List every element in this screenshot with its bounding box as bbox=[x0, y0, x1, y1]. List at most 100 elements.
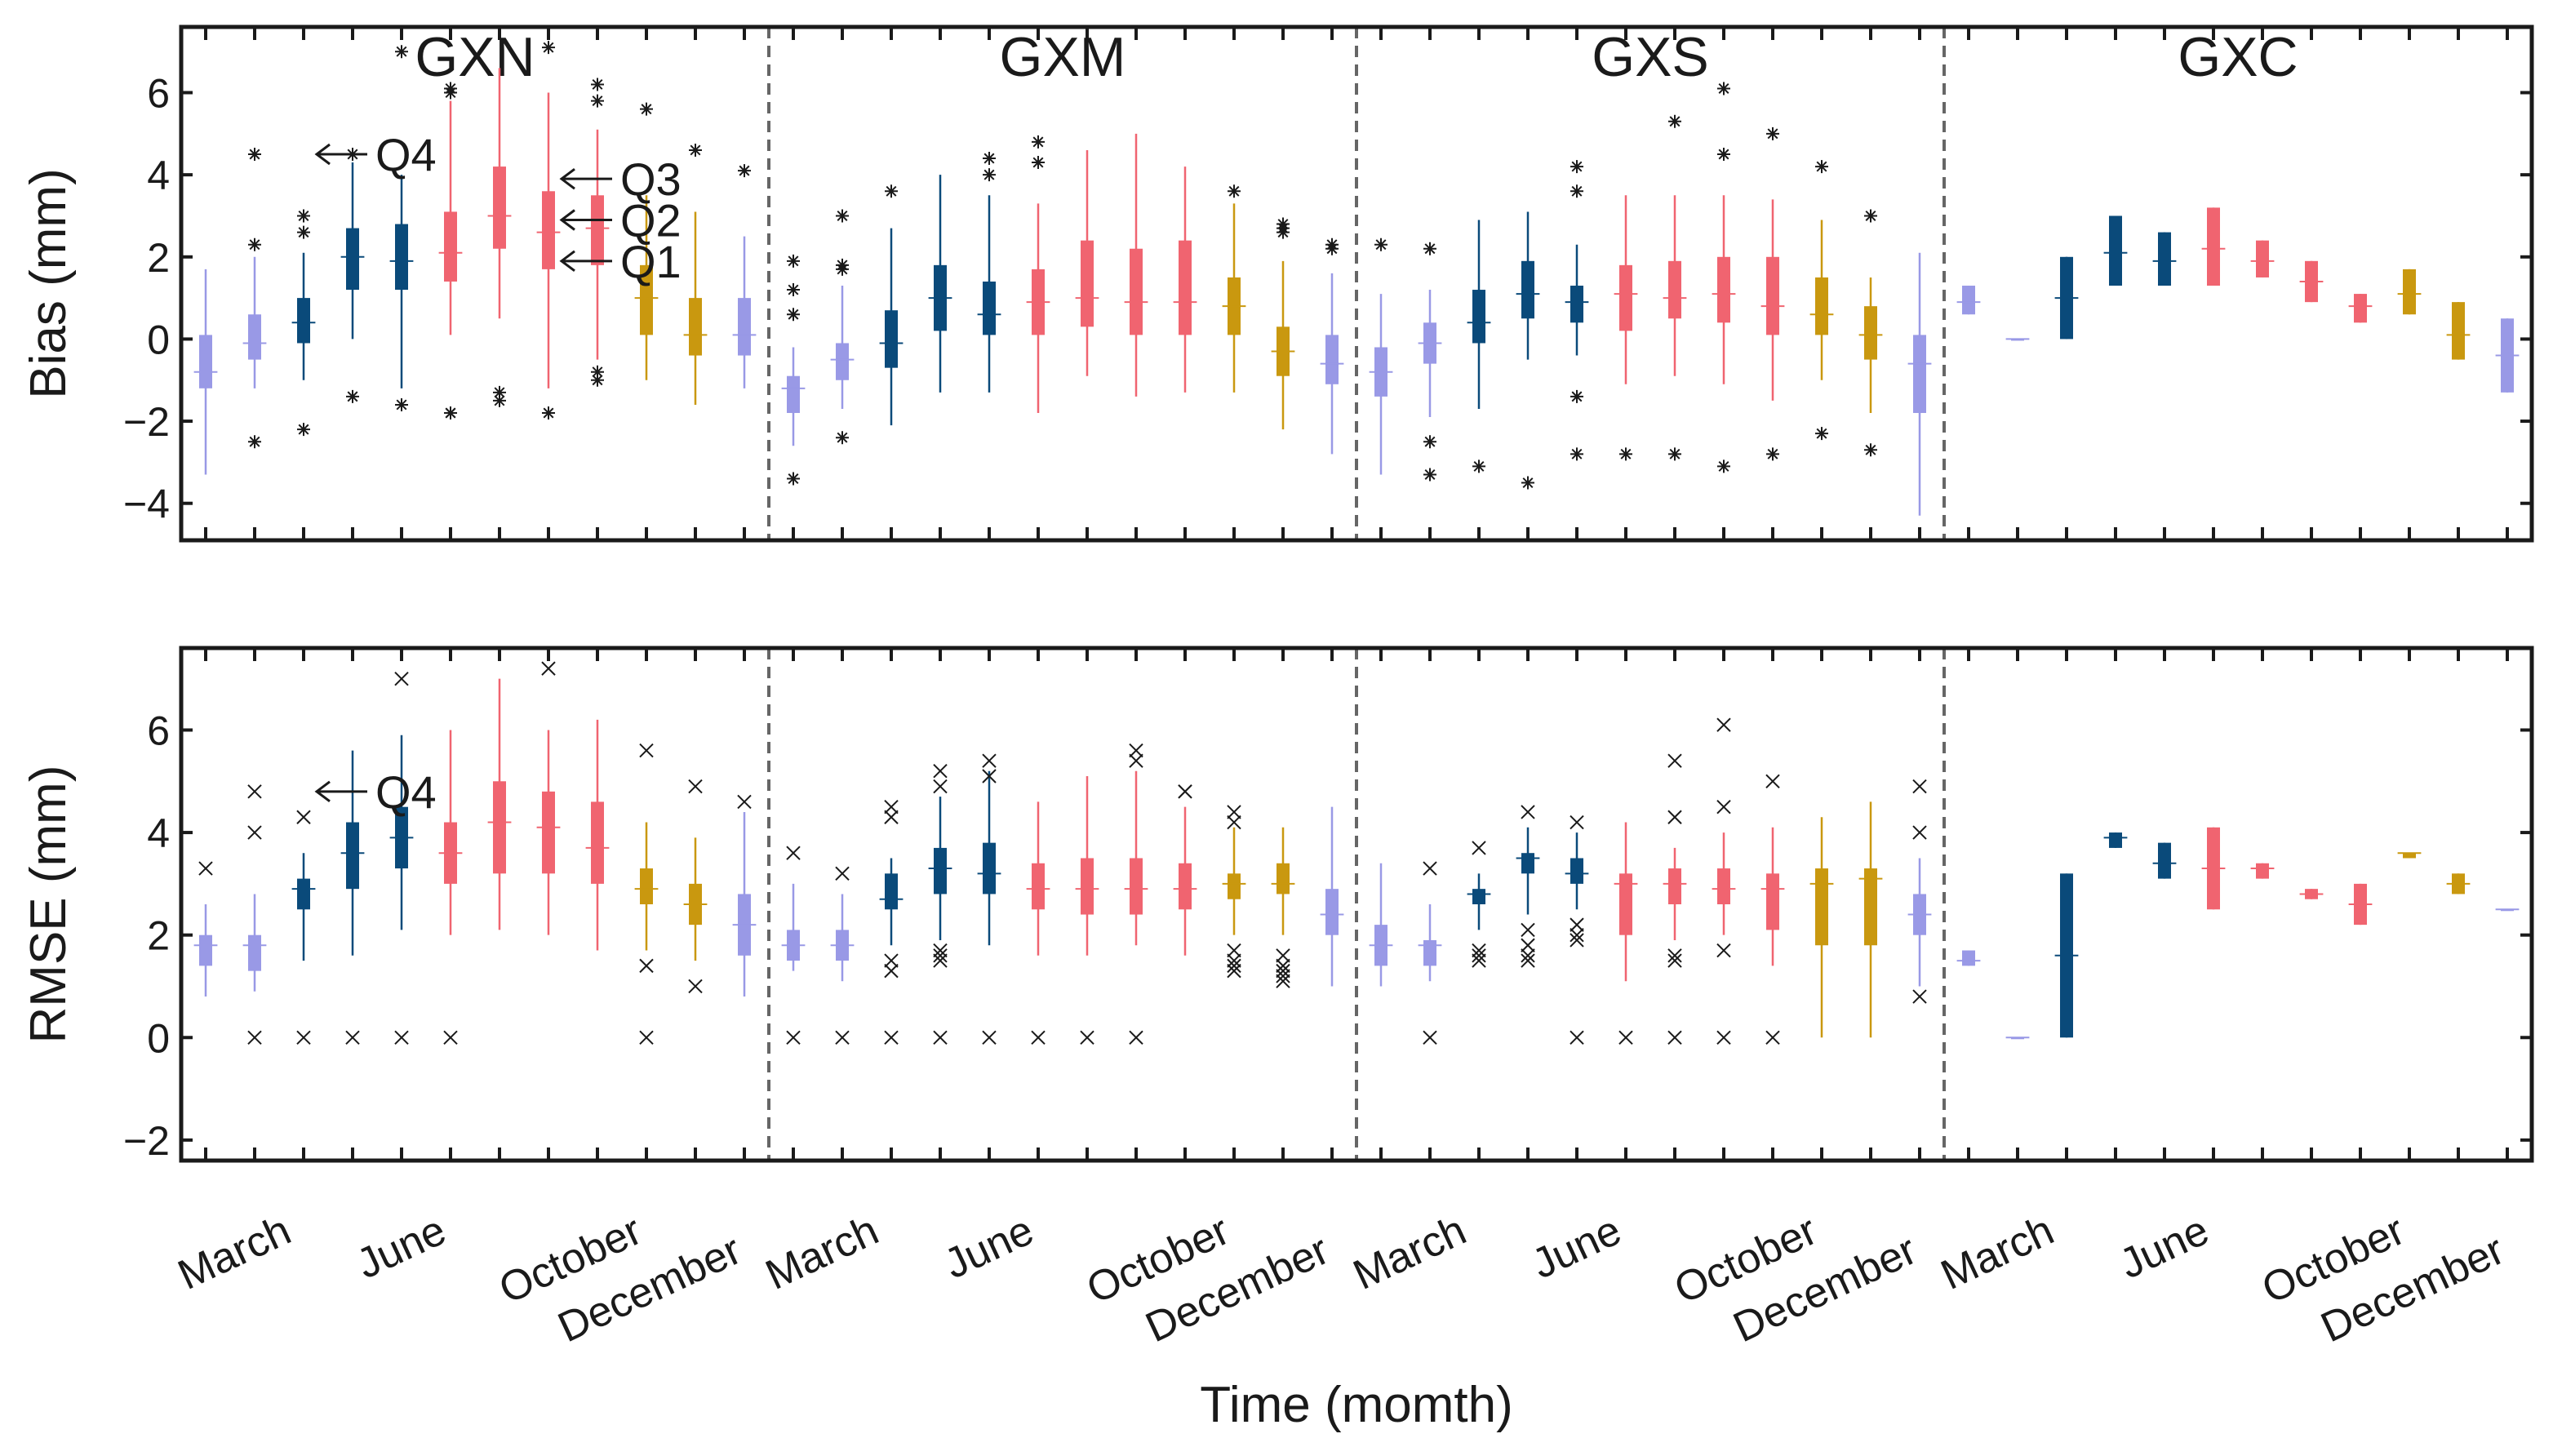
outlier-marker bbox=[983, 152, 996, 166]
y-tick-label: −4 bbox=[123, 482, 170, 527]
box-iqr bbox=[1081, 240, 1094, 327]
outlier-marker bbox=[737, 794, 752, 810]
box-iqr bbox=[787, 375, 800, 414]
outlier-marker bbox=[1570, 1030, 1584, 1045]
outlier-marker bbox=[542, 406, 555, 420]
outlier-marker bbox=[1129, 753, 1143, 768]
outlier-marker bbox=[591, 365, 604, 379]
box-iqr bbox=[1179, 240, 1192, 335]
outlier-marker bbox=[689, 143, 702, 157]
outlier-marker bbox=[787, 283, 800, 297]
outlier-marker bbox=[885, 184, 898, 198]
outlier-marker bbox=[198, 861, 213, 876]
annotation-arrow bbox=[559, 167, 612, 190]
box-iqr bbox=[836, 343, 849, 380]
outlier-marker bbox=[1667, 1030, 1682, 1045]
outlier-marker bbox=[836, 262, 849, 276]
outlier-marker bbox=[1276, 969, 1290, 983]
outlier-marker bbox=[493, 393, 506, 407]
annotation-arrow bbox=[559, 209, 612, 231]
plot-frame bbox=[179, 646, 2534, 1163]
outlier-marker bbox=[394, 1030, 409, 1045]
annotation-label: Q1 bbox=[620, 236, 682, 287]
box-iqr bbox=[1130, 248, 1143, 335]
x-axis-label: Time (momth) bbox=[1200, 1377, 1512, 1433]
outlier-marker bbox=[982, 1030, 997, 1045]
outlier-marker bbox=[1765, 774, 1780, 788]
outlier-marker bbox=[247, 1030, 262, 1045]
box-iqr bbox=[1815, 277, 1828, 335]
box-iqr bbox=[297, 878, 310, 910]
box-iqr bbox=[1962, 286, 1975, 315]
outlier-marker bbox=[493, 385, 506, 399]
box-iqr bbox=[1325, 335, 1339, 384]
outlier-marker bbox=[1521, 922, 1535, 938]
outlier-marker bbox=[1472, 953, 1486, 968]
outlier-marker bbox=[395, 45, 408, 59]
outlier-marker bbox=[933, 943, 948, 958]
box-iqr bbox=[1032, 863, 1045, 910]
outlier-marker bbox=[1276, 225, 1290, 239]
outlier-marker bbox=[1276, 963, 1290, 979]
y-tick-label: 6 bbox=[147, 71, 170, 117]
box-iqr bbox=[1815, 868, 1828, 946]
box-iqr bbox=[1962, 950, 1975, 966]
outlier-marker bbox=[1227, 963, 1241, 979]
outlier-marker bbox=[738, 164, 751, 178]
outlier-marker bbox=[1423, 861, 1437, 876]
outlier-marker bbox=[1521, 938, 1535, 952]
outlier-marker bbox=[1765, 1030, 1780, 1045]
outlier-marker bbox=[1129, 743, 1143, 758]
group-title: GXM bbox=[1000, 26, 1126, 88]
box-iqr bbox=[1276, 863, 1290, 894]
annotation-label: Q4 bbox=[375, 129, 437, 180]
outlier-marker bbox=[444, 406, 457, 420]
outlier-marker bbox=[1472, 943, 1486, 958]
box-iqr bbox=[591, 801, 604, 884]
box-iqr bbox=[934, 847, 947, 894]
outlier-marker bbox=[1815, 160, 1828, 174]
outlier-marker bbox=[1716, 943, 1731, 958]
outlier-marker bbox=[395, 397, 408, 411]
outlier-marker bbox=[541, 661, 556, 676]
outlier-marker bbox=[1521, 948, 1535, 963]
box-iqr bbox=[738, 298, 751, 356]
outlier-marker bbox=[1717, 459, 1730, 473]
outlier-marker bbox=[836, 209, 849, 223]
box-iqr bbox=[1668, 868, 1681, 904]
box-iqr bbox=[640, 264, 653, 335]
outlier-marker bbox=[1521, 953, 1535, 968]
outlier-marker bbox=[297, 225, 310, 239]
box-iqr bbox=[2109, 832, 2122, 848]
box-iqr bbox=[1179, 863, 1192, 910]
outlier-marker bbox=[345, 1030, 360, 1045]
outlier-marker bbox=[1570, 927, 1584, 943]
outlier-marker bbox=[394, 671, 409, 686]
box-iqr bbox=[1668, 260, 1681, 319]
y-tick-label: 4 bbox=[147, 810, 170, 856]
outlier-marker bbox=[1667, 810, 1682, 824]
outlier-marker bbox=[688, 779, 703, 794]
box-iqr bbox=[1570, 858, 1583, 884]
outlier-marker bbox=[542, 41, 555, 55]
y-tick-label: 0 bbox=[147, 317, 170, 362]
outlier-marker bbox=[787, 254, 800, 268]
outlier-marker bbox=[1912, 825, 1927, 840]
y-tick-label: 2 bbox=[147, 913, 170, 959]
outlier-marker bbox=[1766, 127, 1779, 140]
y-axis-label: RMSE (mm) bbox=[20, 766, 77, 1044]
outlier-marker bbox=[1570, 815, 1584, 830]
outlier-marker bbox=[443, 1030, 458, 1045]
box-iqr bbox=[640, 868, 653, 904]
outlier-marker bbox=[1521, 476, 1534, 490]
box-iqr bbox=[1228, 873, 1241, 899]
box-iqr bbox=[493, 781, 506, 874]
box-iqr bbox=[297, 298, 310, 344]
box-iqr bbox=[1521, 853, 1534, 874]
annotation-label: Q4 bbox=[375, 766, 437, 818]
outlier-marker bbox=[1570, 933, 1584, 948]
outlier-marker bbox=[884, 953, 899, 968]
box-iqr bbox=[248, 934, 261, 971]
box-iqr bbox=[444, 211, 457, 282]
outlier-marker bbox=[1423, 1030, 1437, 1045]
